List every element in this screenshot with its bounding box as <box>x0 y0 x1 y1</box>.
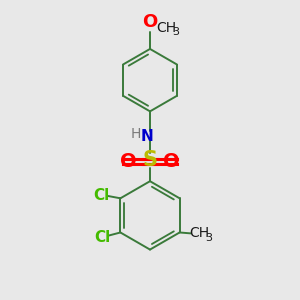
Text: CH: CH <box>156 21 176 35</box>
Text: N: N <box>141 129 153 144</box>
Text: O: O <box>120 152 137 171</box>
Text: Cl: Cl <box>93 188 109 203</box>
Text: CH: CH <box>189 226 209 240</box>
Text: 3: 3 <box>205 232 212 242</box>
Text: S: S <box>142 150 158 170</box>
Text: O: O <box>142 13 158 31</box>
Text: H: H <box>130 127 141 141</box>
Text: Cl: Cl <box>94 230 111 245</box>
Text: 3: 3 <box>172 27 179 37</box>
Text: O: O <box>163 152 180 171</box>
